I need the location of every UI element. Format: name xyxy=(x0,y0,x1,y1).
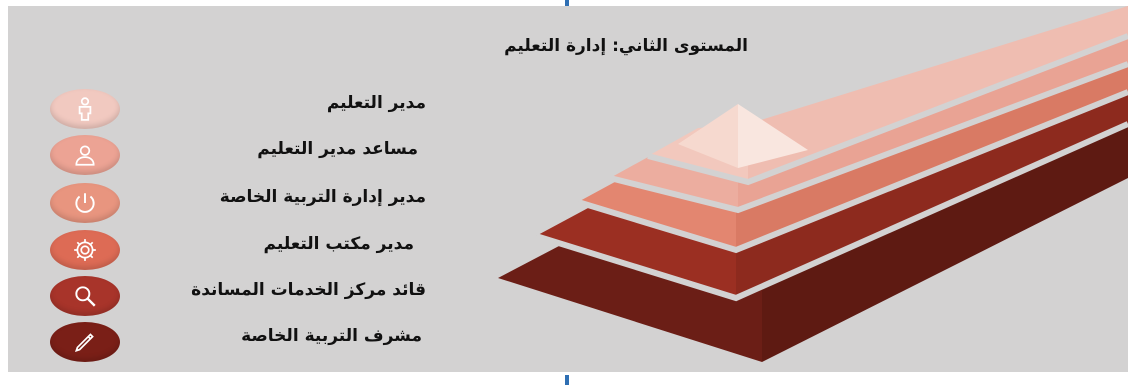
power-icon xyxy=(50,183,120,223)
pyramid-layer-1-right xyxy=(748,6,1128,182)
level-label: مشرف التربية الخاصة xyxy=(241,326,422,346)
separator-4 xyxy=(535,121,1128,302)
pyramid-cap-left xyxy=(678,104,738,168)
diagram-title: المستوى الثاني: إدارة التعليم xyxy=(504,36,748,56)
gear-icon xyxy=(50,230,120,270)
bottom-marker xyxy=(565,375,569,385)
diagram-slide: المستوى الثاني: إدارة التعليم مدير التعل… xyxy=(8,6,1128,372)
top-marker xyxy=(565,0,569,10)
pyramid-graphic xyxy=(498,6,1128,362)
person-icon xyxy=(50,89,120,129)
pyramid-cap-right xyxy=(738,104,808,168)
search-icon xyxy=(50,276,120,316)
level-label: مدير التعليم xyxy=(326,93,426,113)
separator-1 xyxy=(647,33,1128,186)
level-label: قائد مركز الخدمات المساندة xyxy=(191,280,426,300)
user-icon xyxy=(50,135,120,175)
pencil-icon xyxy=(50,322,120,362)
separator-3 xyxy=(577,89,1128,254)
level-label: مساعد مدير التعليم xyxy=(257,139,418,159)
separator-2 xyxy=(609,61,1128,214)
level-label: مدير إدارة التربية الخاصة xyxy=(219,187,426,207)
level-label: مدير مكتب التعليم xyxy=(263,234,414,254)
